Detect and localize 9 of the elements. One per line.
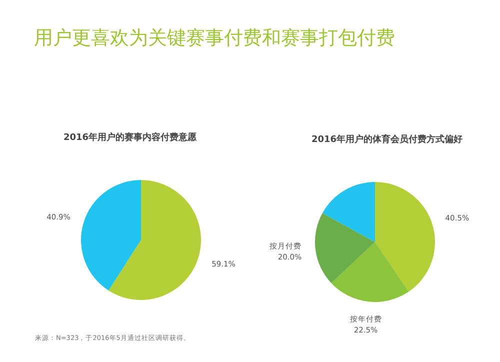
pie-slice (375, 182, 435, 292)
pie-slice (108, 180, 201, 300)
chart-title: 用户更喜欢为关键赛事付费和赛事打包付费 (34, 27, 395, 49)
pie-slice (322, 182, 375, 242)
pie-slice (315, 213, 375, 284)
chart-subtitle: 2016年用户的赛事内容付费意愿 (63, 132, 198, 143)
pie-slice (331, 242, 409, 302)
pie-slice (81, 180, 141, 290)
chart-title: 2016年用户的体育会员付费方式偏好 (311, 133, 463, 145)
